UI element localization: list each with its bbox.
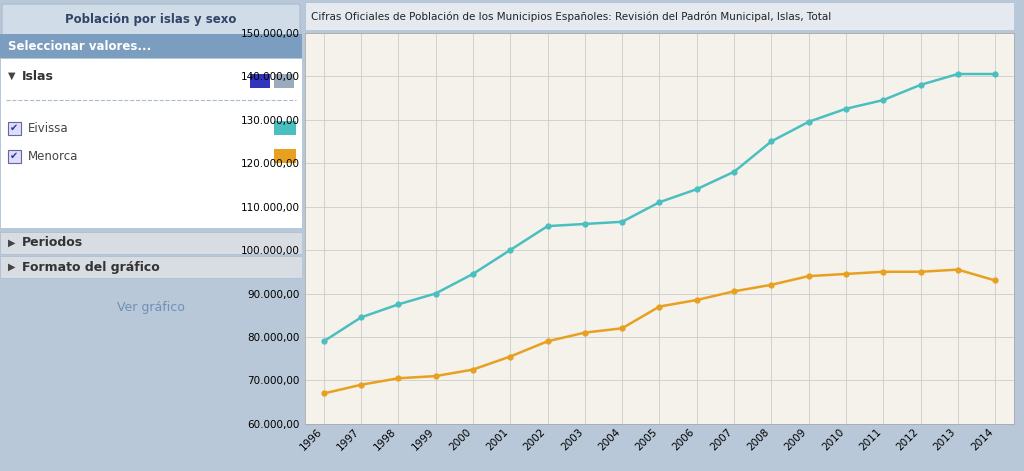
Text: Población por islas y sexo: Población por islas y sexo (66, 14, 237, 26)
Text: Ver gráfico: Ver gráfico (117, 301, 185, 315)
Bar (274, 149, 296, 163)
Text: ▶: ▶ (8, 238, 15, 248)
Text: ✔: ✔ (10, 151, 18, 161)
Bar (274, 74, 294, 88)
Bar (274, 121, 296, 135)
Text: ▼: ▼ (8, 71, 15, 81)
Text: Cifras Oficiales de Población de los Municipios Españoles: Revisión del Padrón M: Cifras Oficiales de Población de los Mun… (310, 11, 831, 22)
Bar (8, 122, 22, 135)
Text: Formato del gráfico: Formato del gráfico (22, 260, 160, 274)
Text: Eivissa: Eivissa (28, 122, 69, 135)
Bar (0, 232, 302, 254)
Bar (8, 150, 22, 163)
Text: Islas: Islas (22, 70, 54, 82)
Text: ▶: ▶ (8, 262, 15, 272)
Text: Seleccionar valores...: Seleccionar valores... (8, 40, 152, 52)
Bar (250, 74, 270, 88)
FancyBboxPatch shape (2, 4, 300, 36)
Text: ✔: ✔ (10, 123, 18, 133)
Bar (0, 34, 302, 58)
Text: Periodos: Periodos (22, 236, 83, 250)
Bar (0, 256, 302, 278)
Bar (0, 58, 302, 228)
Text: Menorca: Menorca (28, 149, 79, 162)
